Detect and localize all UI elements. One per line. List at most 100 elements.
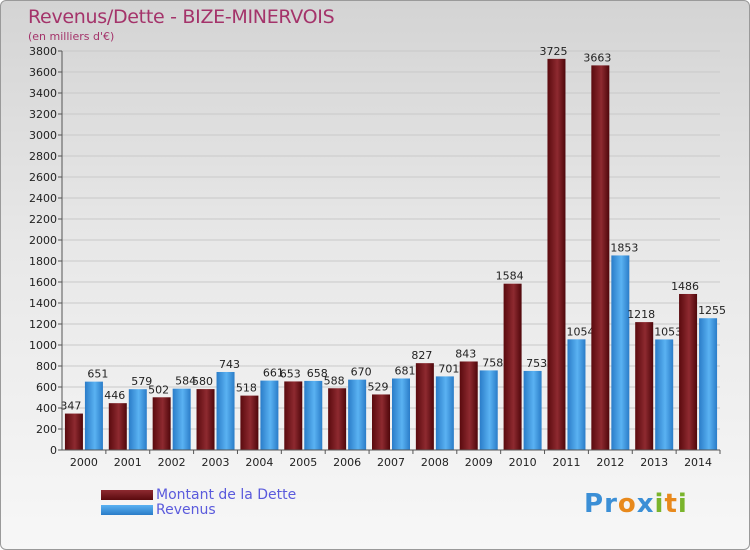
x-tick-label: 2001 [114, 456, 142, 469]
data-label-revenus: 743 [219, 358, 240, 371]
y-tick-label: 800 [36, 360, 57, 373]
y-tick-label: 2600 [29, 171, 57, 184]
bar-debt [152, 397, 171, 450]
bar-revenus [84, 381, 103, 450]
y-tick-label: 1200 [29, 318, 57, 331]
bar-debt [547, 58, 566, 450]
y-tick-label: 1400 [29, 297, 57, 310]
data-label-debt: 347 [60, 400, 81, 413]
data-label-revenus: 651 [87, 368, 108, 381]
bar-revenus [172, 388, 191, 450]
y-tick-label: 2400 [29, 192, 57, 205]
legend-swatch-debt [101, 490, 153, 500]
bar-revenus [655, 339, 674, 450]
logo-letter: i [654, 489, 665, 519]
x-tick-label: 2014 [684, 456, 712, 469]
y-tick-label: 1000 [29, 339, 57, 352]
bar-revenus [128, 389, 147, 450]
logo-letter: i [677, 489, 688, 519]
data-label-revenus: 661 [263, 367, 284, 380]
proxiti-logo: Proxiti [584, 489, 688, 519]
data-label-debt: 843 [455, 347, 476, 360]
logo-letter: r [604, 489, 618, 519]
grid-lines [62, 50, 720, 451]
logo-letter: o [617, 489, 637, 519]
x-tick-label: 2012 [596, 456, 624, 469]
bar-debt [196, 389, 215, 450]
data-label-debt: 3663 [583, 51, 611, 64]
data-label-revenus: 1054 [566, 325, 594, 338]
data-label-debt: 1584 [496, 270, 524, 283]
bar-revenus [216, 371, 235, 450]
data-label-debt: 518 [236, 382, 257, 395]
data-label-revenus: 758 [482, 356, 503, 369]
bar-debt [64, 413, 83, 450]
data-label-debt: 588 [324, 374, 345, 387]
bar-debt [240, 395, 259, 450]
data-label-debt: 1486 [671, 280, 699, 293]
bar-revenus [611, 255, 630, 450]
y-tick-label: 400 [36, 402, 57, 415]
logo-letter: x [636, 489, 655, 519]
y-tick-label: 3800 [29, 45, 57, 58]
bar-revenus [435, 376, 454, 450]
bar-revenus [348, 379, 367, 450]
y-tick-label: 2800 [29, 150, 57, 163]
bar-debt [459, 361, 478, 450]
chart-title: Revenus/Dette - BIZE-MINERVOIS [28, 6, 335, 28]
y-tick-label: 600 [36, 381, 57, 394]
bar-debt [372, 394, 390, 450]
data-label-debt: 529 [368, 380, 389, 393]
x-tick-label: 2010 [509, 456, 537, 469]
x-tick-label: 2002 [158, 456, 186, 469]
data-label-debt: 502 [148, 383, 169, 396]
data-label-revenus: 681 [395, 364, 416, 377]
y-tick-label: 1800 [29, 255, 57, 268]
bar-revenus [392, 378, 410, 450]
x-tick-label: 2000 [70, 456, 98, 469]
bar-debt [679, 293, 698, 450]
bar-revenus [304, 380, 323, 450]
bar-debt [503, 283, 522, 450]
bar-debt [635, 322, 654, 450]
bar-debt [591, 65, 610, 450]
legend-item-debt: Montant de la Dette [101, 487, 297, 503]
x-tick-label: 2003 [202, 456, 230, 469]
legend-swatch-revenus [101, 505, 153, 515]
legend-label-debt: Montant de la Dette [156, 487, 297, 503]
data-label-revenus: 1853 [610, 241, 638, 254]
bar-revenus [567, 339, 586, 450]
bar-debt [328, 388, 347, 450]
data-label-revenus: 658 [307, 367, 328, 380]
x-tick-label: 2008 [421, 456, 449, 469]
x-tick-label: 2013 [640, 456, 668, 469]
data-label-revenus: 584 [175, 375, 196, 388]
data-label-revenus: 579 [131, 375, 152, 388]
legend-label-revenus: Revenus [156, 502, 216, 518]
x-tick-label: 2005 [289, 456, 317, 469]
y-tick-label: 1600 [29, 276, 57, 289]
y-tick-label: 3600 [29, 66, 57, 79]
chart-subtitle: (en milliers d'€) [28, 30, 115, 43]
y-tick-label: 0 [50, 444, 57, 457]
axes: 0 200 400 600 800 1000 1200 1400 1600 1800 2000 220… [29, 45, 721, 469]
x-tick-label: 2011 [552, 456, 580, 469]
bar-debt [415, 363, 434, 450]
data-label-revenus: 1255 [698, 304, 726, 317]
data-label-debt: 1218 [627, 308, 655, 321]
data-label-debt: 580 [192, 375, 213, 388]
data-label-debt: 827 [411, 349, 432, 362]
x-tick-label: 2009 [465, 456, 493, 469]
y-tick-label: 200 [36, 423, 57, 436]
data-label-revenus: 701 [438, 362, 459, 375]
x-tick-label: 2006 [333, 456, 361, 469]
logo-letter: t [664, 489, 678, 519]
y-tick-label: 2200 [29, 213, 57, 226]
data-label-revenus: 670 [351, 366, 372, 379]
logo-letter: P [584, 489, 605, 519]
x-tick-label: 2004 [245, 456, 273, 469]
legend-item-revenus: Revenus [101, 502, 216, 518]
